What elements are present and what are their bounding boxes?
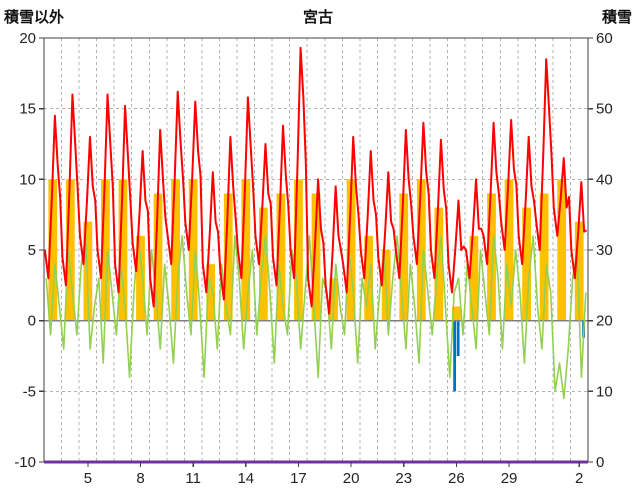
svg-text:2: 2 <box>575 470 583 487</box>
svg-text:5: 5 <box>84 470 92 487</box>
svg-text:-10: -10 <box>14 454 36 471</box>
svg-text:20: 20 <box>343 470 360 487</box>
svg-text:15: 15 <box>19 101 36 118</box>
svg-text:50: 50 <box>596 101 613 118</box>
svg-text:20: 20 <box>19 30 36 47</box>
svg-text:17: 17 <box>290 470 307 487</box>
svg-text:26: 26 <box>448 470 465 487</box>
svg-text:0: 0 <box>28 313 36 330</box>
svg-text:20: 20 <box>596 313 613 330</box>
svg-text:11: 11 <box>185 470 201 487</box>
svg-text:14: 14 <box>237 470 254 487</box>
right-axis-title: 積雪 <box>601 9 632 26</box>
svg-text:60: 60 <box>596 30 613 47</box>
svg-text:5: 5 <box>28 242 36 259</box>
svg-text:10: 10 <box>19 171 36 188</box>
svg-text:40: 40 <box>596 171 613 188</box>
svg-text:29: 29 <box>501 470 518 487</box>
svg-text:0: 0 <box>596 454 604 471</box>
svg-text:10: 10 <box>596 383 613 400</box>
svg-text:-5: -5 <box>23 383 36 400</box>
left-axis-title: 積雪以外 <box>4 9 65 26</box>
series-temperature <box>43 46 588 315</box>
svg-text:23: 23 <box>395 470 412 487</box>
svg-text:8: 8 <box>136 470 144 487</box>
chart-title: 宮古 <box>302 9 333 26</box>
svg-text:30: 30 <box>596 242 613 259</box>
